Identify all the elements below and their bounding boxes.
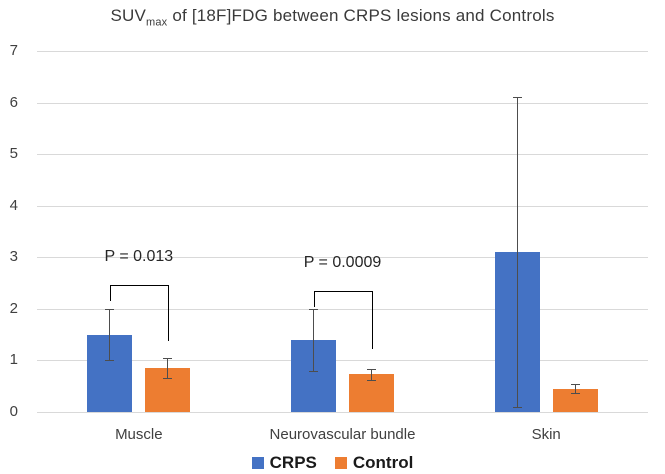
category-label-neurovascular-bundle: Neurovascular bundle xyxy=(269,426,416,443)
category-label-muscle: Muscle xyxy=(115,426,163,443)
y-axis-tick-label: 3 xyxy=(9,248,18,266)
y-axis-tick-label: 7 xyxy=(9,42,18,59)
bracket-left-arm xyxy=(109,284,111,302)
legend-item-crps: CRPS xyxy=(251,453,317,473)
chart-title-subscript: max xyxy=(146,16,168,29)
error-cap-top xyxy=(512,97,522,99)
bracket-bar-muscle xyxy=(109,284,168,286)
y-axis-tick-label: 0 xyxy=(9,403,18,420)
category-label-skin: Skin xyxy=(531,426,561,443)
legend-item-control: Control xyxy=(334,453,414,473)
error-cap-top xyxy=(105,308,115,310)
legend-swatch-control xyxy=(334,457,347,469)
p-value-label-neurovascular-bundle: P = 0.0009 xyxy=(303,253,382,271)
error-cap-bottom xyxy=(105,360,115,362)
error-cap-top xyxy=(367,369,376,371)
y-axis-tick-label: 2 xyxy=(9,299,18,317)
chart-title-suffix: of [18F]FDG between CRPS lesions and Con… xyxy=(167,6,555,25)
error-cap-bottom xyxy=(367,379,376,381)
gridline-3 xyxy=(37,257,648,259)
gridline-2 xyxy=(37,308,648,310)
y-axis-tick-label: 5 xyxy=(9,145,18,163)
error-bar-crps-muscle xyxy=(109,308,111,361)
error-cap-bottom xyxy=(309,370,318,372)
y-axis-tick-label: 4 xyxy=(9,196,18,214)
error-cap-top xyxy=(570,384,580,386)
bar-control-neurovascular-bundle xyxy=(349,374,394,412)
legend-label-control: Control xyxy=(352,453,414,472)
gridline-7 xyxy=(37,51,648,52)
error-cap-top xyxy=(309,308,318,310)
error-bar-control-neurovascular-bundle xyxy=(371,369,372,380)
gridline-4 xyxy=(37,205,648,207)
error-cap-bottom xyxy=(163,378,173,380)
chart-title-prefix: SUV xyxy=(110,6,146,25)
y-axis-tick-label: 1 xyxy=(9,351,18,369)
error-bar-control-skin xyxy=(574,384,576,394)
p-value-label-muscle: P = 0.013 xyxy=(104,247,174,265)
bracket-right-arm xyxy=(167,284,169,341)
error-cap-bottom xyxy=(570,393,580,395)
error-bar-crps-skin xyxy=(516,97,518,407)
gridline-6 xyxy=(37,102,648,104)
error-bar-control-muscle xyxy=(167,357,169,379)
bracket-bar-neurovascular-bundle xyxy=(313,290,372,292)
error-cap-top xyxy=(163,357,173,359)
legend: CRPS Control xyxy=(0,452,665,474)
gridline-1 xyxy=(37,360,648,362)
bracket-right-arm xyxy=(371,290,373,349)
legend-swatch-crps xyxy=(251,457,264,469)
legend-label-crps: CRPS xyxy=(269,453,317,472)
gridline-5 xyxy=(37,154,648,156)
y-axis-tick-label: 6 xyxy=(9,93,18,111)
bar-control-skin xyxy=(552,388,598,412)
gridline-0 xyxy=(37,412,648,413)
error-bar-crps-neurovascular-bundle xyxy=(313,308,314,371)
error-cap-bottom xyxy=(512,406,522,408)
bracket-left-arm xyxy=(313,290,315,307)
chart-title: SUVmax of [18F]FDG between CRPS lesions … xyxy=(0,6,665,28)
